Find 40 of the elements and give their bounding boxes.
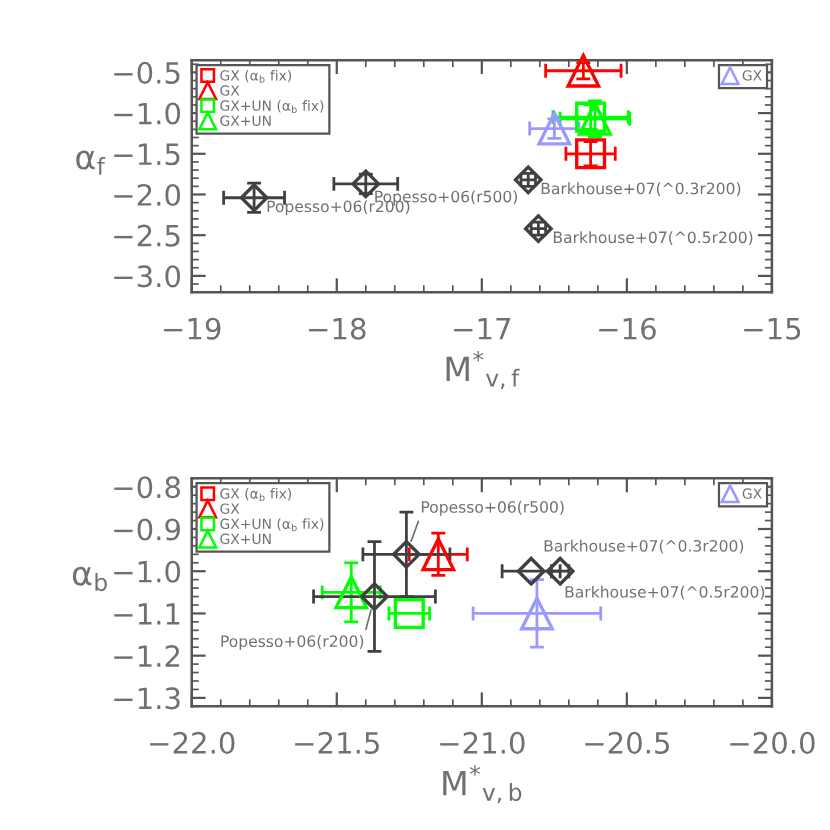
x-tick-label: −18 (309, 317, 366, 340)
point (519, 596, 554, 631)
point (334, 575, 369, 610)
y-tick-label: −3.0 (114, 265, 181, 288)
x-tick-label: −22.0 (150, 731, 235, 754)
x-tick-label: −16 (599, 317, 656, 340)
x-tick-label: −15 (744, 318, 801, 340)
y-tick-label: −1.3 (114, 687, 180, 710)
y-axis-title: α$_{b}$ (72, 566, 107, 592)
x-tick-label: −21.0 (440, 731, 525, 754)
x-tick-label: −21.5 (295, 731, 379, 754)
x-axis-title: M$^{*}$$_{v,b}$ (443, 765, 522, 804)
y-tick-label: −0.8 (114, 476, 181, 499)
x-axis-title: M$^{*}$$_{v,f}$ (446, 350, 520, 390)
y-tick-label: −1.5 (114, 143, 180, 166)
x-tick-label: −17 (454, 318, 511, 340)
y-tick-label: −0.5 (114, 61, 180, 84)
point (545, 556, 575, 586)
x-tick-label: −20.5 (585, 731, 669, 754)
point (391, 539, 421, 569)
point (566, 53, 601, 88)
point (516, 556, 546, 586)
point (537, 111, 572, 146)
y-tick-label: −1.2 (114, 645, 180, 667)
y-tick-label: −2.5 (114, 224, 180, 247)
point (239, 183, 269, 213)
y-tick-label: −1.1 (114, 603, 180, 625)
y-tick-label: −0.9 (114, 518, 180, 541)
point (523, 214, 553, 244)
y-tick-label: −1.0 (114, 102, 181, 125)
point (513, 165, 543, 195)
x-tick-label: −20.0 (730, 731, 815, 754)
y-axis-title: α$_{f}$ (76, 150, 106, 175)
point (360, 582, 389, 611)
y-tick-label: −2.0 (114, 183, 181, 206)
point (575, 138, 607, 170)
y-tick-label: −1.0 (114, 560, 181, 583)
point (393, 597, 425, 629)
x-tick-label: −19 (164, 317, 221, 340)
point (421, 537, 456, 572)
